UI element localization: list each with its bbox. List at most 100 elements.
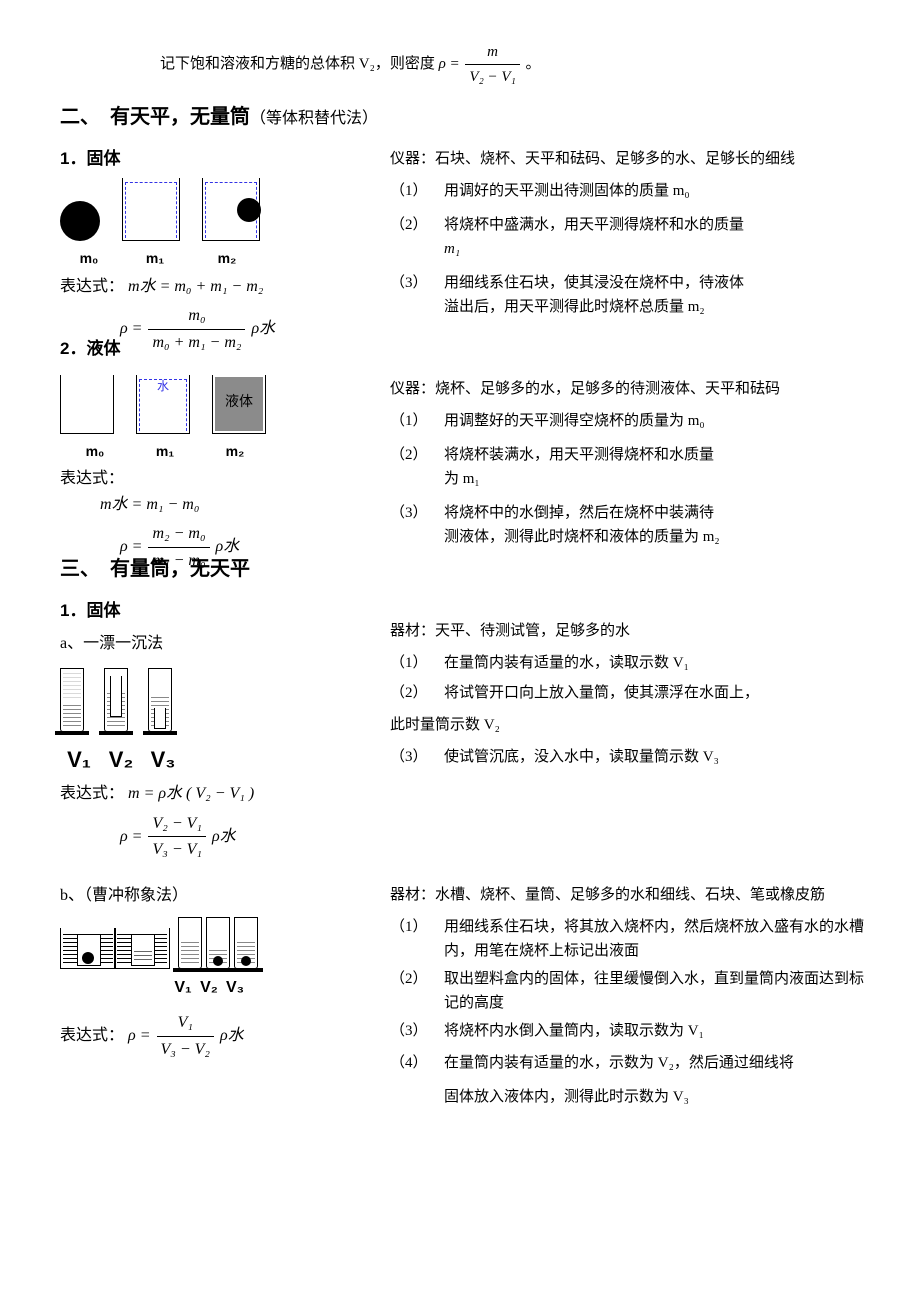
v1: V₁ <box>60 742 98 777</box>
s2n: （2） <box>390 213 444 237</box>
a1t: 在量筒内装有适量的水，读取示数 V₁ <box>444 651 870 675</box>
method-a-label: a、一漂一沉法 <box>60 631 360 657</box>
section-2-heading: 二、 有天平，无量筒（等体积替代法） <box>60 101 870 133</box>
b3n: （3） <box>390 1019 444 1043</box>
a3n: （3） <box>390 745 444 769</box>
s3a-rho-den: V₃ − V₁ <box>148 837 205 863</box>
s3b: 溢出后，用天平测得此时烧杯总质量 m₂ <box>444 295 870 319</box>
top-den: V₂ − V₁ <box>465 65 519 89</box>
b4n: （4） <box>390 1051 444 1075</box>
s1t: 用调好的天平测出待测固体的质量 m₀ <box>444 179 870 203</box>
solid-rho-num: m₀ <box>148 303 245 330</box>
floatsink-graphics <box>60 662 360 732</box>
s3b-rho-sym: ρ = <box>128 1027 150 1044</box>
beaker-water <box>122 178 180 241</box>
solid-graphics <box>60 178 360 241</box>
bv2: V₂ <box>198 975 220 1001</box>
liquid-label: 液体 <box>225 392 253 414</box>
lbl-m1: m₁ <box>118 247 192 269</box>
s3b-instr: 器材：水槽、烧杯、量筒、足够多的水和细线、石块、笔或橡皮筋 <box>390 883 870 907</box>
b2t: 取出塑料盒内的固体，往里缓慢倒入水，直到量筒内液面达到标记的高度 <box>444 967 870 1015</box>
solid-heading: 1．固体 <box>60 145 360 172</box>
tank-2 <box>114 928 170 969</box>
bv1: V₁ <box>172 975 194 1001</box>
b4a: 在量筒内装有适量的水，示数为 V₂，然后通过细线将 <box>444 1051 870 1075</box>
liq-instr: 仪器：烧杯、足够多的水，足够多的待测液体、天平和砝码 <box>390 377 870 401</box>
s3-solid-heading: 1．固体 <box>60 597 360 624</box>
s3a-rho-sym: ρ = <box>120 828 142 845</box>
l3n: （3） <box>390 501 444 525</box>
l3t: 将烧杯中的水倒掉，然后在烧杯中装满待 <box>444 501 870 525</box>
s3b-rho-num: V₁ <box>157 1010 214 1037</box>
beaker-empty <box>60 375 114 434</box>
s3t: 用细线系住石块，使其浸没在烧杯中，待液体 <box>444 271 870 295</box>
section-2-title: 二、 有天平，无量筒 <box>60 106 250 128</box>
water-label: 水 <box>137 377 189 396</box>
s3a-expr-label: 表达式： <box>60 785 124 802</box>
s3a-instr: 器材：天平、待测试管，足够多的水 <box>390 619 870 643</box>
s3b-expr-label: 表达式： <box>60 1027 124 1044</box>
a2c: 此时量筒示数 V₂ <box>390 713 870 737</box>
beaker-water-ball <box>202 178 260 241</box>
rho-eq: ρ = <box>439 56 460 72</box>
top-num: m <box>465 40 519 65</box>
solid-rho-den: m₀ + m₁ − m₂ <box>148 330 245 356</box>
ball-icon <box>60 201 100 241</box>
lbl2-m0: m₀ <box>60 440 130 462</box>
caochong-graphics <box>60 917 360 969</box>
tank-1 <box>60 928 116 969</box>
a2n: （2） <box>390 681 444 705</box>
liquid-graphics: 水 液体 <box>60 375 360 434</box>
cyl-b2 <box>206 917 230 969</box>
solid-rho-suffix: ρ水 <box>251 320 275 337</box>
lbl2-m1: m₁ <box>130 440 200 462</box>
liq-rho-num: m₂ − m₀ <box>148 521 209 548</box>
rho-sym: ρ = <box>120 320 142 337</box>
top-period: 。 <box>526 56 541 72</box>
cyl-2 <box>104 668 128 732</box>
beaker-water-2: 水 <box>136 375 190 434</box>
solid-mwater: m水 = m₀ + m₁ − m₂ <box>128 278 263 295</box>
beaker-liquid: 液体 <box>212 375 266 434</box>
cyl-b3 <box>234 917 258 969</box>
solid-expr-label: 表达式： <box>60 278 124 295</box>
s3b-rho-den: V₃ − V₂ <box>157 1037 214 1063</box>
l2b: 为 m₁ <box>444 467 870 491</box>
cyl-b1 <box>178 917 202 969</box>
a2t: 将试管开口向上放入量筒，使其漂浮在水面上， <box>444 681 870 705</box>
b1t: 用细线系住石块，将其放入烧杯内，然后烧杯放入盛有水的水槽内，用笔在烧杯上标记出液… <box>444 915 870 963</box>
lbl-m0: m₀ <box>60 247 118 269</box>
method-b-label: b、（曹冲称象法） <box>60 883 360 909</box>
top-text: 记下饱和溶液和方糖的总体积 V₂，则密度 <box>160 56 435 72</box>
a3t: 使试管沉底，没入水中，读取量筒示数 V₃ <box>444 745 870 769</box>
l1n: （1） <box>390 409 444 433</box>
l1t: 用调整好的天平测得空烧杯的质量为 m₀ <box>444 409 870 433</box>
liquid-mwater: m水 = m₁ − m₀ <box>60 496 199 513</box>
lbl-m2: m₂ <box>192 247 262 269</box>
s3a-rho-suffix: ρ水 <box>212 828 236 845</box>
b3t: 将烧杯内水倒入量筒内，读取示数为 V₁ <box>444 1019 870 1043</box>
s3n: （3） <box>390 271 444 295</box>
liquid-labels: m₀ m₁ m₂ <box>60 440 360 462</box>
b1n: （1） <box>390 915 444 963</box>
l2t: 将烧杯装满水，用天平测得烧杯和水质量 <box>444 443 870 467</box>
section-2-paren: （等体积替代法） <box>250 110 378 127</box>
bv3: V₃ <box>224 975 246 1001</box>
v3: V₃ <box>144 742 182 777</box>
solid-labels: m₀ m₁ m₂ <box>60 247 360 269</box>
s3b-rho-suffix: ρ水 <box>220 1027 244 1044</box>
cyl-3 <box>148 668 172 732</box>
top-formula-line: 记下饱和溶液和方糖的总体积 V₂，则密度 ρ = m V₂ − V₁ 。 <box>60 40 870 89</box>
s3a-m-eq: m = ρ水 ( V₂ − V₁ ) <box>128 785 254 802</box>
v2: V₂ <box>102 742 140 777</box>
s2t: 将烧杯中盛满水，用天平测得烧杯和水的质量 <box>444 213 870 237</box>
liquid-expr-label: 表达式： <box>60 470 124 487</box>
b2n: （2） <box>390 967 444 1015</box>
a1n: （1） <box>390 651 444 675</box>
s3a-rho-num: V₂ − V₁ <box>148 811 205 838</box>
s1n: （1） <box>390 179 444 203</box>
l2n: （2） <box>390 443 444 467</box>
lbl2-m2: m₂ <box>200 440 270 462</box>
l3b: 测液体，测得此时烧杯和液体的质量为 m₂ <box>444 525 870 549</box>
cyl-1 <box>60 668 84 732</box>
